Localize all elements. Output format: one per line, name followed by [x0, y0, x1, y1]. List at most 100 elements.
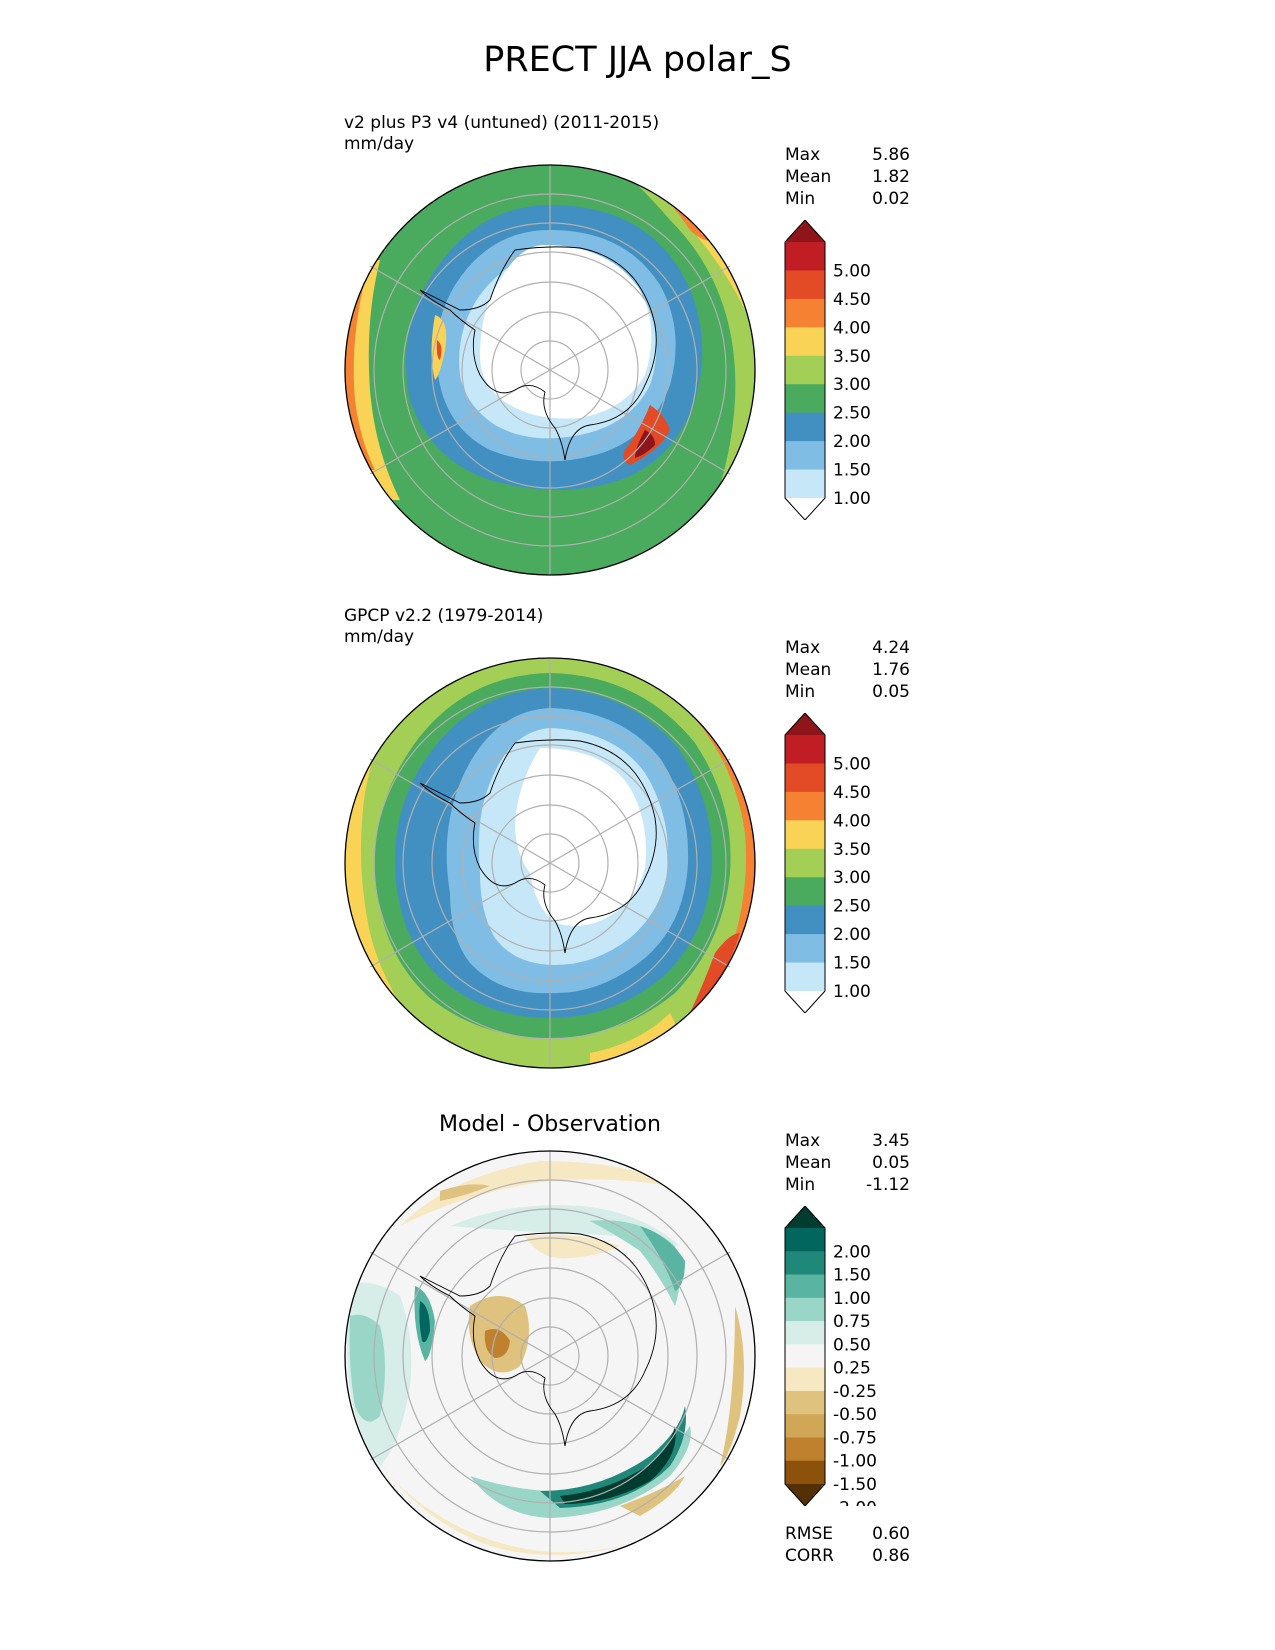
colorbar-segment	[785, 1321, 825, 1345]
colorbar-outline	[784, 713, 826, 1013]
stat-label: Mean	[785, 1153, 832, 1173]
colorbar-tick-label: 3.50	[833, 347, 871, 367]
colorbar-tick-label: 1.00	[833, 1289, 871, 1309]
panel3-metric-corr: CORR 0.86	[785, 1546, 910, 1568]
panel3-stat-mean: Mean 0.05	[785, 1153, 910, 1175]
panel2-polar-map	[344, 657, 756, 1069]
panel3-teal-bottom	[540, 1406, 686, 1508]
colorbar-tick-label: 1.00	[833, 982, 871, 1002]
panel3-tan-topleft	[440, 1184, 490, 1201]
stat-value: 5.86	[872, 145, 910, 165]
panel2-title: GPCP v2.2 (1979-2014) mm/day	[344, 606, 543, 648]
panel1-peninsula-darkred	[635, 430, 655, 458]
panel1-boundary	[344, 164, 756, 576]
colorbar-segment	[785, 1460, 825, 1485]
colorbar-segment	[785, 298, 825, 328]
panel1-units: mm/day	[344, 134, 415, 154]
stat-label: Max	[785, 145, 821, 165]
metric-value: 0.86	[872, 1546, 910, 1566]
colorbar-tick-label: 1.50	[833, 461, 871, 481]
colorbar-tick-label: 2.50	[833, 404, 871, 424]
colorbar-tick-label: 5.00	[833, 261, 871, 281]
colorbar-extend-min	[785, 498, 825, 520]
colorbar-segment	[785, 905, 825, 935]
colorbar-tick-label: 3.00	[833, 868, 871, 888]
colorbar-segment	[785, 412, 825, 442]
colorbar-tick-label: -0.75	[833, 1428, 877, 1448]
colorbar-tick-label: 2.00	[833, 925, 871, 945]
panel2-stat-min: Min 0.05	[785, 682, 910, 704]
panel1-stat-max: Max 5.86	[785, 145, 910, 167]
colorbar-extend-max	[785, 1206, 825, 1228]
panel3-boundary	[344, 1150, 756, 1562]
panel2-units: mm/day	[344, 627, 415, 647]
colorbar-outline	[784, 1206, 826, 1506]
panel2-title-line1: GPCP v2.2 (1979-2014)	[344, 606, 544, 626]
colorbar-extend-min	[785, 1484, 825, 1506]
stat-label: Mean	[785, 660, 832, 680]
colorbar-extend-max	[785, 220, 825, 242]
colorbar-tick-label: 0.50	[833, 1335, 871, 1355]
panel1-coastline	[419, 246, 657, 461]
stat-value: 1.76	[872, 660, 910, 680]
colorbar-tick-label: 4.00	[833, 318, 871, 338]
colorbar-tick-label: 0.50	[833, 1010, 871, 1013]
colorbar-segment	[785, 763, 825, 793]
colorbar-tick-label: 4.00	[833, 811, 871, 831]
panel2-stat-max: Max 4.24	[785, 638, 910, 660]
colorbar-tick-label: 1.00	[833, 489, 871, 509]
metric-label: CORR	[785, 1546, 834, 1566]
panel2-boundary	[344, 657, 756, 1069]
panel1-stat-mean: Mean 1.82	[785, 167, 910, 189]
colorbar-tick-label: 1.50	[833, 954, 871, 974]
colorbar-tick-label: 4.50	[833, 783, 871, 803]
panel3-title: Model - Observation	[439, 1112, 661, 1137]
colorbar-extend-max	[785, 713, 825, 735]
colorbar-segment	[785, 962, 825, 992]
panel3-colorbar: 2.00 1.50 1.00 0.75 0.50 0.25 -0.25 -0.50 -0.75 -…	[784, 1206, 877, 1506]
panel1-antarctica-dry	[480, 245, 652, 419]
colorbar-segment	[785, 1344, 825, 1369]
stat-label: Min	[785, 682, 816, 702]
colorbar-segment	[785, 242, 825, 271]
panel2-coastline	[419, 739, 657, 954]
colorbar-segment	[785, 1297, 825, 1322]
colorbar-segment	[785, 1437, 825, 1462]
stat-label: Mean	[785, 167, 832, 187]
stat-value: 0.05	[872, 1153, 910, 1173]
stat-label: Min	[785, 189, 816, 209]
stat-value: 0.05	[872, 682, 910, 702]
colorbar-outline	[784, 220, 826, 520]
colorbar-segment	[785, 270, 825, 300]
colorbar-tick-label: 5.00	[833, 754, 871, 774]
panel3-teal-right-dark	[640, 1226, 685, 1291]
panel1-title-line1: v2 plus P3 v4 (untuned) (2011-2015)	[344, 113, 660, 133]
colorbar-segment	[785, 469, 825, 499]
colorbar-segment	[785, 327, 825, 357]
metric-label: RMSE	[785, 1524, 834, 1544]
panel3-teal-west-dark	[419, 1301, 430, 1343]
panel2-stat-mean: Mean 1.76	[785, 660, 910, 682]
colorbar-tick-label: 4.50	[833, 290, 871, 310]
panel3-tan-right	[720, 1306, 744, 1466]
panel3-teal-bottom-darkest	[560, 1426, 676, 1504]
stat-label: Min	[785, 1175, 816, 1195]
colorbar-segment	[785, 355, 825, 385]
figure-title: PRECT JJA polar_S	[483, 40, 792, 80]
colorbar-segment	[785, 848, 825, 878]
panel1-west-red	[436, 340, 442, 360]
colorbar-tick-label: 2.00	[833, 432, 871, 452]
panel2-band-red-right	[685, 933, 740, 1023]
colorbar-segment	[785, 1414, 825, 1438]
colorbar-tick-label: 3.50	[833, 840, 871, 860]
stat-value: 3.45	[872, 1131, 910, 1151]
colorbar-tick-label: -2.00	[833, 1498, 877, 1506]
colorbar-tick-label: -0.25	[833, 1382, 877, 1402]
colorbar-segment	[785, 735, 825, 764]
colorbar-tick-label: -0.50	[833, 1405, 877, 1425]
colorbar-segment	[785, 877, 825, 907]
panel3-metric-rmse: RMSE 0.60	[785, 1524, 910, 1546]
colorbar-segment	[785, 791, 825, 821]
stat-value: 1.82	[872, 167, 910, 187]
panel1-graticule	[369, 165, 731, 575]
